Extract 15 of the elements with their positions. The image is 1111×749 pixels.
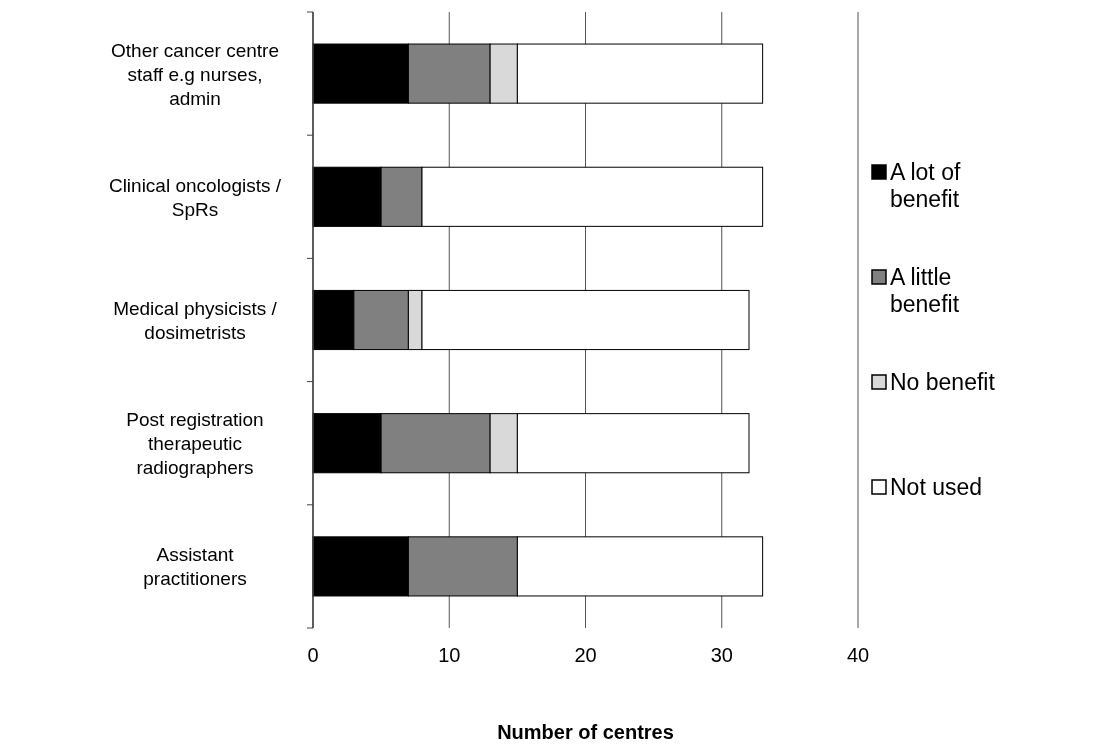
legend-label: No benefit	[890, 369, 996, 395]
legend-label: A lot of benefit	[890, 159, 961, 212]
y-tick-label: Other cancer centre staff e.g nurses, admin	[111, 39, 279, 109]
x-tick-label: 40	[846, 644, 870, 666]
x-tick-label: 10	[438, 644, 461, 666]
x-tick-label: 30	[710, 644, 733, 666]
y-tick-label: Medical physicists / dosimetrists	[113, 298, 278, 343]
legend-label: A little benefit	[890, 264, 960, 317]
x-tick-label: 0	[307, 644, 319, 666]
y-tick-label: Post registration therapeutic radiographers	[126, 409, 264, 479]
x-axis-title: Number of centres	[497, 721, 674, 743]
y-tick-label: Assistant practitioners	[143, 544, 247, 590]
y-tick-label: Clinical oncologists / SpRs	[108, 174, 282, 220]
x-tick-label: 20	[574, 644, 597, 666]
legend-label: Not used	[890, 474, 983, 500]
